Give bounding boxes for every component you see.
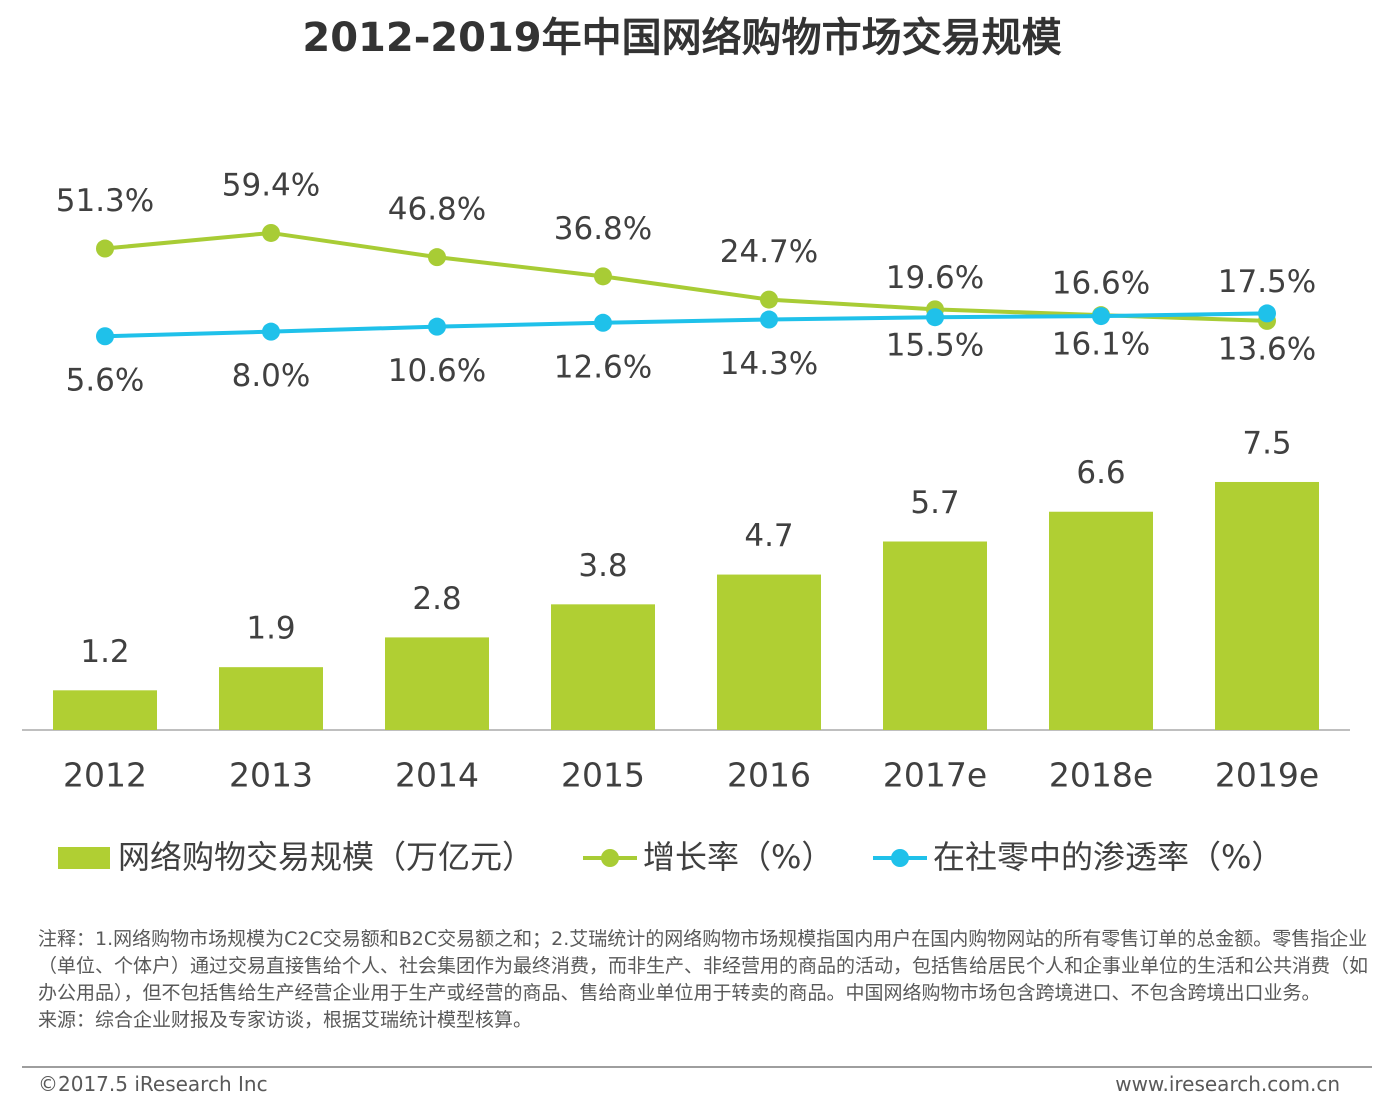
x-tick-label: 2014 bbox=[395, 756, 479, 795]
line bbox=[104, 230, 1268, 323]
bar bbox=[1215, 481, 1319, 730]
bar-value-label: 5.7 bbox=[910, 485, 959, 521]
line-value-label: 59.4% bbox=[222, 167, 320, 203]
bar bbox=[883, 541, 987, 730]
legend-label: 网络购物交易规模（万亿元） bbox=[118, 838, 534, 876]
line-value-label: 13.6% bbox=[1218, 331, 1316, 367]
bar-value-label: 2.8 bbox=[412, 581, 461, 617]
chart-title: 2012-2019年中国网络购物市场交易规模 bbox=[302, 15, 1061, 61]
bar bbox=[53, 690, 157, 730]
line-point bbox=[96, 327, 114, 346]
line-point bbox=[760, 290, 778, 309]
line bbox=[104, 311, 1268, 339]
x-tick-label: 2017e bbox=[883, 756, 987, 795]
line-point bbox=[1258, 304, 1276, 323]
line-value-label: 19.6% bbox=[886, 260, 984, 296]
line-point bbox=[96, 239, 114, 258]
footer-left: ©2017.5 iResearch Inc bbox=[38, 1072, 268, 1096]
bar bbox=[385, 637, 489, 730]
bar-value-label: 7.5 bbox=[1242, 425, 1291, 461]
line-point bbox=[926, 308, 944, 327]
bar-value-label: 1.9 bbox=[246, 611, 295, 647]
line-point bbox=[594, 267, 612, 286]
footer-right: www.iresearch.com.cn bbox=[1115, 1072, 1340, 1096]
bar bbox=[1049, 511, 1153, 730]
x-tick-label: 2012 bbox=[63, 756, 147, 795]
line-value-label: 12.6% bbox=[554, 349, 652, 385]
x-tick-label: 2015 bbox=[561, 756, 645, 795]
legend-swatch bbox=[58, 847, 110, 869]
line-point bbox=[428, 248, 446, 267]
line-value-label: 5.6% bbox=[66, 363, 145, 399]
bar-value-label: 3.8 bbox=[578, 548, 627, 584]
line-value-label: 51.3% bbox=[56, 183, 154, 219]
legend-swatch bbox=[601, 849, 619, 867]
legend-label: 增长率（%） bbox=[643, 838, 833, 876]
notes: 注释：1.网络购物市场规模为C2C交易额和B2C交易额之和；2.艾瑞统计的网络购… bbox=[38, 926, 1368, 1034]
legend-swatch bbox=[891, 849, 909, 867]
line-point bbox=[760, 310, 778, 329]
line-value-label: 16.6% bbox=[1052, 266, 1150, 302]
line-point bbox=[428, 317, 446, 336]
line-value-label: 16.1% bbox=[1052, 327, 1150, 363]
bar bbox=[551, 604, 655, 730]
line-value-label: 36.8% bbox=[554, 211, 652, 247]
x-tick-label: 2013 bbox=[229, 756, 313, 795]
line-value-label: 17.5% bbox=[1218, 264, 1316, 300]
line-point bbox=[1092, 307, 1110, 326]
line-value-label: 24.7% bbox=[720, 234, 818, 270]
x-tick-label: 2018e bbox=[1049, 756, 1153, 795]
bar bbox=[717, 574, 821, 730]
line-value-label: 14.3% bbox=[720, 346, 818, 382]
bar-value-label: 6.6 bbox=[1076, 455, 1125, 491]
legend-label: 在社零中的渗透率（%） bbox=[933, 838, 1283, 876]
bar-value-label: 4.7 bbox=[744, 518, 793, 554]
bar bbox=[219, 667, 323, 730]
line-value-label: 15.5% bbox=[886, 328, 984, 364]
x-tick-label: 2016 bbox=[727, 756, 811, 795]
bar-value-label: 1.2 bbox=[80, 634, 129, 670]
line-point bbox=[262, 223, 280, 242]
x-tick-label: 2019e bbox=[1215, 756, 1319, 795]
note: 来源：综合企业财报及专家访谈，根据艾瑞统计模型核算。 bbox=[38, 1009, 533, 1031]
note: 注释：1.网络购物市场规模为C2C交易额和B2C交易额之和；2.艾瑞统计的网络购… bbox=[38, 928, 1369, 1004]
line-value-label: 46.8% bbox=[388, 192, 486, 228]
line-value-label: 10.6% bbox=[388, 353, 486, 389]
line-point bbox=[262, 322, 280, 341]
line-value-label: 8.0% bbox=[232, 358, 311, 394]
line-point bbox=[594, 313, 612, 332]
